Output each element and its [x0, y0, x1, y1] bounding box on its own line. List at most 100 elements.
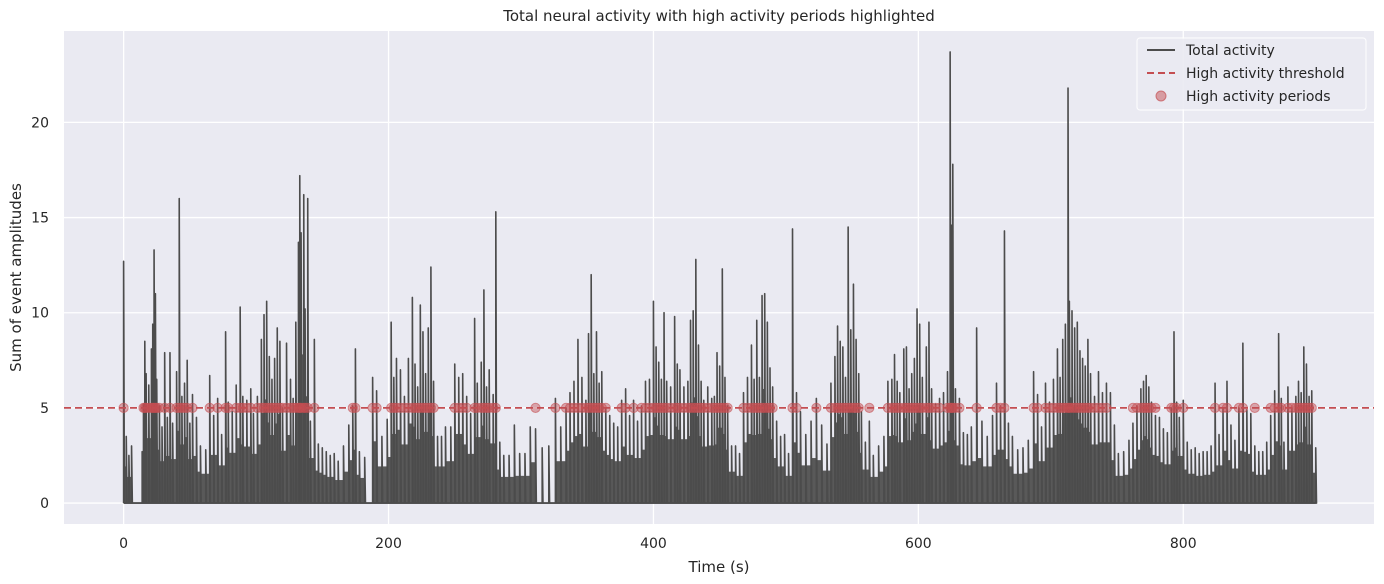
activity-band — [1311, 472, 1316, 504]
activity-band — [837, 414, 841, 504]
activity-band — [677, 429, 680, 504]
y-tick-label: 5 — [40, 401, 49, 417]
high-activity-point — [942, 402, 953, 413]
activity-band — [661, 435, 665, 504]
activity-band — [391, 433, 394, 504]
activity-band — [184, 437, 188, 504]
activity-band — [441, 466, 446, 504]
activity-band — [845, 433, 849, 504]
high-activity-point — [1301, 402, 1312, 413]
activity-band — [935, 448, 940, 504]
high-activity-point — [853, 402, 864, 413]
activity-band — [1098, 442, 1103, 504]
high-activity-point — [682, 402, 693, 413]
activity-band — [1136, 449, 1141, 504]
high-activity-point — [690, 402, 701, 413]
activity-band — [301, 354, 304, 504]
total-activity-series — [122, 51, 1318, 504]
activity-band — [352, 449, 356, 504]
activity-band — [1087, 431, 1091, 504]
activity-band — [641, 449, 646, 504]
activity-band — [393, 433, 397, 504]
activity-band — [428, 406, 431, 504]
high-activity-point — [1150, 402, 1161, 413]
activity-band — [992, 454, 997, 504]
high-activity-point — [407, 402, 418, 413]
high-activity-point — [395, 402, 406, 413]
activity-band — [1123, 474, 1129, 504]
activity-band — [530, 462, 536, 504]
activity-band — [152, 404, 155, 504]
high-activity-point — [596, 402, 607, 413]
high-activity-point — [572, 402, 584, 413]
high-activity-point — [1040, 402, 1051, 413]
high-activity-point — [1237, 402, 1248, 413]
high-activity-point — [1296, 402, 1307, 413]
high-activity-point — [999, 402, 1010, 413]
activity-band — [707, 445, 712, 504]
activity-band — [939, 445, 944, 504]
activity-band — [1085, 427, 1088, 504]
high-activity-point — [256, 402, 267, 413]
activity-band — [298, 359, 300, 504]
activity-band — [719, 427, 723, 504]
high-activity-point — [453, 402, 464, 413]
high-activity-point — [1069, 402, 1080, 413]
activity-band — [735, 475, 740, 504]
activity-band — [555, 461, 561, 504]
activity-band — [282, 450, 287, 504]
activity-band — [1295, 444, 1299, 504]
high-activity-point — [176, 402, 187, 413]
activity-band — [1306, 444, 1310, 504]
high-activity-point — [886, 402, 897, 413]
activity-band — [144, 431, 147, 504]
high-activity-point — [950, 402, 961, 413]
high-activity-point — [347, 402, 358, 413]
high-activity-point — [277, 402, 288, 413]
high-activity-point — [1044, 402, 1055, 413]
activity-band — [996, 449, 1001, 504]
activity-band — [769, 439, 773, 504]
activity-band — [952, 440, 956, 504]
high-activity-point — [1290, 402, 1301, 413]
activity-band — [1171, 450, 1174, 504]
activity-band — [591, 431, 594, 504]
activity-band — [1110, 460, 1115, 504]
activity-band — [250, 453, 254, 504]
high-activity-point — [476, 402, 487, 413]
activity-band — [1254, 474, 1259, 504]
activity-band — [683, 439, 688, 504]
legend-threshold-label: High activity threshold — [1186, 66, 1345, 82]
activity-band — [1301, 442, 1304, 504]
activity-band — [826, 470, 831, 504]
activity-band — [577, 433, 582, 504]
activity-band — [756, 433, 760, 504]
high-activity-point — [1089, 402, 1100, 413]
high-activity-point — [457, 402, 468, 413]
activity-band — [1215, 465, 1220, 504]
activity-band — [830, 437, 835, 504]
activity-band — [971, 461, 977, 504]
activity-band — [585, 446, 589, 504]
activity-band — [963, 465, 968, 504]
high-activity-point — [837, 402, 848, 413]
activity-band — [1155, 455, 1160, 504]
activity-band — [909, 440, 912, 504]
activity-band — [322, 474, 327, 504]
high-activity-point — [417, 402, 429, 413]
activity-band — [1176, 455, 1180, 504]
activity-band — [931, 448, 936, 504]
activity-band — [269, 435, 272, 504]
high-activity-point — [1127, 402, 1139, 413]
high-activity-point — [1135, 402, 1146, 413]
activity-band — [343, 471, 349, 504]
activity-band — [1303, 426, 1307, 504]
activity-band — [1234, 468, 1239, 504]
high-activity-point — [428, 402, 439, 413]
activity-band — [307, 458, 311, 504]
y-tick-label: 10 — [31, 306, 49, 322]
activity-band — [1262, 474, 1267, 504]
activity-band — [196, 471, 201, 504]
activity-band — [743, 442, 748, 504]
high-activity-point — [1072, 402, 1083, 413]
